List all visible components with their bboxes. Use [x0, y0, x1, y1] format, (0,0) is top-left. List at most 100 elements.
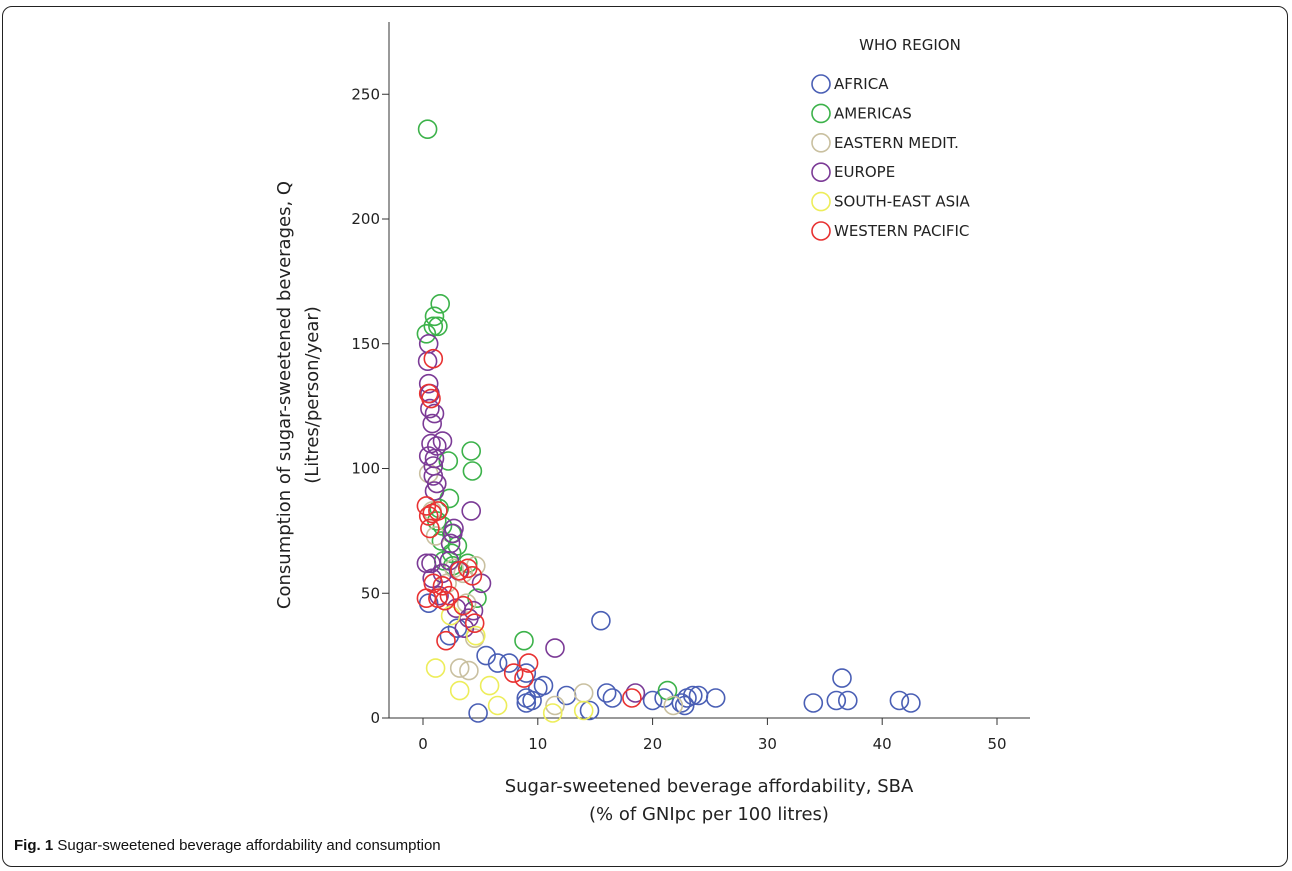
data-point [454, 618, 475, 639]
legend-label: EUROPE [834, 163, 895, 181]
data-point [424, 481, 445, 501]
data-point [832, 668, 852, 688]
data-point [449, 658, 470, 678]
data-point [901, 693, 921, 713]
data-point [453, 595, 474, 616]
data-point [591, 610, 611, 631]
data-point [449, 560, 470, 581]
data-point [420, 518, 440, 539]
series-south-east-asia [425, 605, 594, 723]
data-point [514, 668, 534, 688]
data-point [432, 575, 453, 596]
data-point [416, 496, 437, 516]
data-point [422, 413, 443, 434]
data-point [516, 693, 537, 713]
legend-marker [811, 162, 831, 182]
data-point [432, 431, 453, 451]
legend: WHO REGION AFRICA AMERICAS EASTERN MEDIT. EU… [811, 36, 971, 241]
series-americas [416, 119, 678, 701]
data-point [705, 688, 726, 708]
x-tick-label: 20 [643, 735, 662, 753]
data-point [423, 348, 444, 369]
data-point [428, 316, 448, 337]
data-point [625, 683, 646, 703]
data-point [459, 660, 479, 681]
data-point [503, 663, 524, 683]
y-tick-label: 0 [370, 709, 380, 727]
data-point [439, 585, 460, 606]
data-point [499, 653, 519, 673]
data-point [416, 588, 437, 609]
y-tick-label: 100 [351, 460, 380, 478]
data-point [682, 685, 703, 706]
data-points [416, 119, 921, 723]
data-point [468, 703, 488, 723]
x-tick-label: 0 [418, 735, 428, 753]
data-point [461, 441, 482, 461]
y-tick-label: 200 [351, 210, 380, 228]
legend-label: WESTERN PACIFIC [834, 222, 969, 240]
legend-marker [811, 74, 831, 94]
legend-marker [811, 103, 831, 124]
data-point [542, 703, 563, 723]
y-tick-label: 50 [361, 584, 380, 602]
data-point [426, 473, 447, 494]
data-point [420, 398, 440, 419]
data-point [465, 625, 486, 646]
caption-text: Sugar-sweetened beverage affordability a… [57, 837, 441, 854]
data-point [464, 613, 485, 634]
axes: 0 50 100 150 200 250 0 10 20 30 40 50 Sugar-sweetene… [274, 22, 1030, 825]
data-point [596, 683, 617, 703]
data-point [545, 695, 565, 716]
data-point [428, 501, 448, 521]
data-point [441, 543, 462, 564]
data-point [487, 695, 508, 716]
figure-frame [2, 6, 1288, 867]
data-point [424, 403, 445, 424]
data-point [442, 555, 463, 576]
data-point [416, 323, 437, 344]
data-point [431, 531, 452, 551]
data-point [424, 306, 445, 327]
series-eastern-medit [418, 463, 684, 716]
data-point [556, 685, 577, 706]
x-tick-label: 50 [987, 735, 1006, 753]
data-point [440, 533, 461, 554]
data-point [826, 690, 847, 711]
data-point [462, 565, 483, 586]
y-axis-title: Consumption of sugar-sweetened beverages… [274, 181, 295, 609]
data-point [663, 695, 684, 716]
data-point [425, 658, 446, 678]
legend-marker [811, 191, 831, 212]
data-point [622, 688, 642, 708]
data-point [438, 451, 459, 471]
data-point [417, 119, 438, 139]
x-tick-label: 10 [528, 735, 547, 753]
legend-title: WHO REGION [859, 36, 961, 54]
data-point [545, 638, 565, 658]
figure-caption: Fig. 1 Sugar-sweetened beverage affordab… [14, 837, 441, 854]
series-africa [418, 593, 921, 723]
data-point [514, 630, 534, 651]
data-point [671, 693, 692, 713]
data-point [436, 630, 456, 651]
legend-marker [811, 133, 831, 153]
data-point [487, 653, 508, 673]
data-point [456, 593, 477, 614]
data-point [453, 563, 474, 584]
data-point [442, 523, 463, 544]
data-point [426, 436, 447, 456]
data-point [642, 690, 663, 711]
x-axis-subtitle: (% of GNIpc per 100 litres) [589, 804, 829, 825]
data-point [573, 683, 594, 703]
figure-label: Fig. 1 [14, 837, 54, 854]
series-western-pacific [416, 348, 642, 708]
legend-marker [811, 221, 831, 241]
legend-label: AFRICA [834, 75, 889, 93]
data-point [579, 700, 600, 721]
data-point [889, 690, 910, 711]
legend-label: AMERICAS [834, 104, 912, 122]
legend-label: SOUTH-EAST ASIA [834, 193, 971, 211]
x-axis-title: Sugar-sweetened beverage affordability, … [505, 776, 914, 797]
